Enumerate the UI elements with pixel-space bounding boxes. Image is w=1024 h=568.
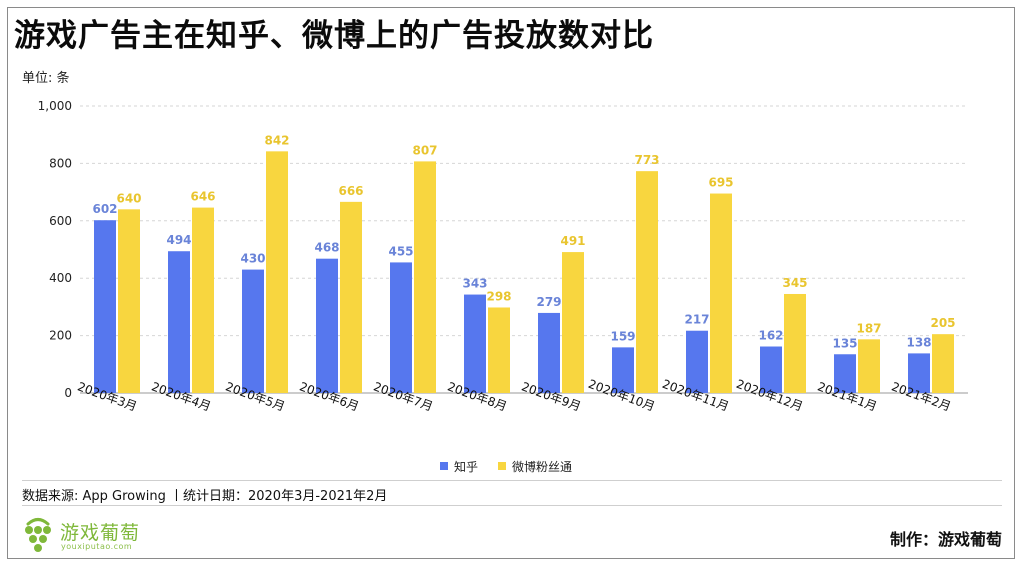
legend-swatch-zhihu: [440, 462, 448, 470]
chart-title: 游戏广告主在知乎、微博上的广告投放数对比: [14, 18, 654, 54]
legend-divider: [22, 480, 1002, 481]
y-tick-label: 0: [64, 386, 72, 400]
legend-label-zhihu: 知乎: [454, 460, 478, 474]
bar-weibo: [710, 193, 732, 393]
value-label-zhihu: 162: [758, 329, 783, 343]
logo-chinese-name: 游戏葡萄: [60, 522, 141, 544]
data-source-note: 数据来源: App Growing 丨统计日期：2020年3月-2021年2月: [22, 489, 388, 504]
value-label-zhihu: 159: [610, 329, 635, 343]
bar-zhihu: [464, 294, 486, 393]
value-label-weibo: 205: [930, 316, 955, 330]
y-tick-label: 200: [49, 329, 72, 343]
value-label-zhihu: 138: [906, 335, 931, 349]
bar-zhihu: [94, 220, 116, 393]
value-label-weibo: 298: [486, 289, 511, 303]
bar-weibo: [266, 151, 288, 393]
bar-weibo: [488, 307, 510, 393]
y-tick-label: 1,000: [38, 99, 72, 113]
bar-weibo: [784, 293, 806, 393]
bar-zhihu: [686, 330, 708, 393]
value-label-weibo: 640: [116, 191, 141, 205]
bar-zhihu: [316, 258, 338, 393]
bar-weibo: [562, 252, 584, 393]
value-label-zhihu: 343: [462, 277, 487, 291]
value-label-zhihu: 468: [314, 241, 339, 255]
bar-zhihu: [538, 312, 560, 393]
bar-weibo: [636, 171, 658, 393]
value-label-zhihu: 135: [832, 336, 857, 350]
value-label-weibo: 187: [856, 321, 881, 335]
value-label-weibo: 807: [412, 143, 437, 157]
y-tick-label: 800: [49, 156, 72, 170]
bar-zhihu: [908, 353, 930, 393]
bar-weibo: [118, 209, 140, 393]
value-label-weibo: 666: [338, 184, 363, 198]
legend-label-weibo: 微博粉丝通: [512, 459, 572, 474]
brand-logo: 游戏葡萄 youxiputao.com: [20, 515, 190, 555]
bar-weibo: [858, 339, 880, 393]
value-label-zhihu: 430: [240, 252, 265, 266]
bar-zhihu: [242, 269, 264, 393]
bar-weibo: [414, 161, 436, 393]
bar-zhihu: [390, 262, 412, 393]
y-tick-label: 600: [49, 214, 72, 228]
legend-swatch-weibo: [498, 462, 506, 470]
value-label-weibo: 773: [634, 153, 659, 167]
footer-divider: [22, 505, 1002, 506]
value-label-zhihu: 494: [166, 233, 191, 247]
author-credit: 制作：游戏葡萄: [889, 530, 1002, 549]
value-label-zhihu: 455: [388, 244, 413, 258]
bar-weibo: [932, 334, 954, 393]
logo-domain: youxiputao.com: [61, 542, 133, 551]
y-axis-unit-label: 单位: 条: [22, 71, 70, 86]
bar-weibo: [192, 207, 214, 393]
y-tick-label: 400: [49, 271, 72, 285]
value-label-zhihu: 602: [92, 202, 117, 216]
value-label-weibo: 842: [264, 133, 289, 147]
grape-logo-icon: [25, 518, 51, 552]
bar-zhihu: [760, 346, 782, 393]
value-label-zhihu: 217: [684, 313, 709, 327]
value-label-zhihu: 279: [536, 295, 561, 309]
bar-zhihu: [168, 251, 190, 393]
value-label-weibo: 695: [708, 176, 733, 190]
bar-zhihu: [834, 354, 856, 393]
bar-weibo: [340, 201, 362, 393]
value-label-weibo: 491: [560, 234, 585, 248]
bar-zhihu: [612, 347, 634, 393]
value-label-weibo: 646: [190, 190, 215, 204]
value-label-weibo: 345: [782, 276, 807, 290]
